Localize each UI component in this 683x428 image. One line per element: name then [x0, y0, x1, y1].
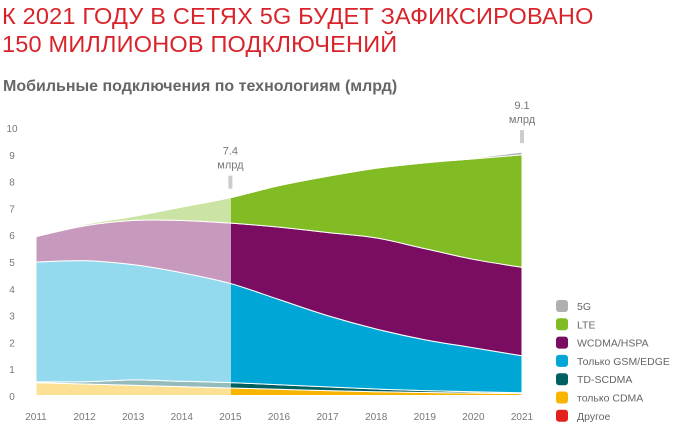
legend-swatch — [556, 336, 568, 349]
legend-label: Только GSM/EDGE — [577, 356, 670, 368]
legend-item: 5G — [556, 300, 591, 313]
annotation-value: 9.1 — [514, 100, 529, 112]
x-tick-label: 2016 — [268, 412, 291, 423]
legend-item: TD-SCDMA — [556, 373, 632, 386]
annotation-value: 7.4 — [223, 146, 238, 158]
area-5g-future — [231, 151, 523, 199]
legend-swatch — [556, 354, 568, 367]
y-tick-label: 1 — [9, 365, 15, 376]
x-tick-label: 2013 — [122, 412, 145, 423]
annotation-unit: млрд — [509, 114, 536, 126]
legend-label: Другое — [577, 411, 611, 423]
x-tick-label: 2014 — [171, 412, 194, 423]
legend-swatch — [556, 373, 568, 386]
annotation-marker — [520, 130, 524, 144]
legend-label: TD-SCDMA — [577, 374, 632, 386]
y-tick-label: 7 — [9, 204, 15, 215]
annotation-unit: млрд — [217, 160, 244, 172]
title-line-1: К 2021 ГОДУ В СЕТЯХ 5G БУДЕТ ЗАФИКСИРОВА… — [2, 3, 594, 29]
legend-swatch — [556, 391, 568, 404]
legend-swatch — [556, 409, 568, 422]
legend-item: Только GSM/EDGE — [556, 354, 670, 368]
legend-item: LTE — [556, 318, 595, 331]
legend-item: Другое — [556, 409, 611, 423]
x-tick-label: 2020 — [462, 412, 485, 423]
legend-label: WCDMA/HSPA — [577, 338, 649, 350]
y-tick-label: 2 — [9, 338, 15, 349]
legend-label: только CDMA — [577, 393, 643, 405]
legend-label: 5G — [577, 301, 591, 313]
legend-swatch — [556, 300, 568, 312]
y-tick-label: 3 — [9, 312, 15, 323]
title-line-2: 150 МИЛЛИОНОВ ПОДКЛЮЧЕНИЙ — [2, 31, 398, 57]
legend-swatch — [556, 318, 568, 331]
area-только-gsm-edge-future — [231, 283, 523, 394]
x-tick-label: 2018 — [365, 412, 388, 423]
x-tick-label: 2011 — [25, 412, 47, 423]
y-tick-label: 5 — [9, 258, 15, 269]
page-title: К 2021 ГОДУ В СЕТЯХ 5G БУДЕТ ЗАФИКСИРОВА… — [2, 2, 594, 58]
y-tick-label: 9 — [9, 151, 15, 162]
legend-item: WCDMA/HSPA — [556, 336, 649, 350]
x-tick-label: 2015 — [219, 412, 242, 423]
x-tick-label: 2017 — [316, 412, 339, 423]
y-tick-label: 10 — [6, 124, 18, 135]
legend-label: LTE — [577, 319, 595, 331]
legend-item: только CDMA — [556, 391, 643, 405]
y-tick-label: 8 — [9, 178, 15, 189]
x-tick-label: 2021 — [511, 412, 534, 423]
chart-subtitle: Мобильные подключения по технологиям (мл… — [3, 78, 398, 95]
y-tick-label: 0 — [9, 392, 15, 403]
y-tick-label: 6 — [9, 231, 15, 242]
area-lte-future — [231, 154, 523, 268]
annotation-marker — [228, 175, 233, 189]
x-tick-label: 2012 — [73, 412, 96, 423]
x-tick-label: 2019 — [414, 412, 437, 423]
area-wcdma-hspa-future — [231, 222, 523, 357]
y-tick-label: 4 — [9, 285, 15, 296]
area-5g-past — [35, 197, 231, 238]
